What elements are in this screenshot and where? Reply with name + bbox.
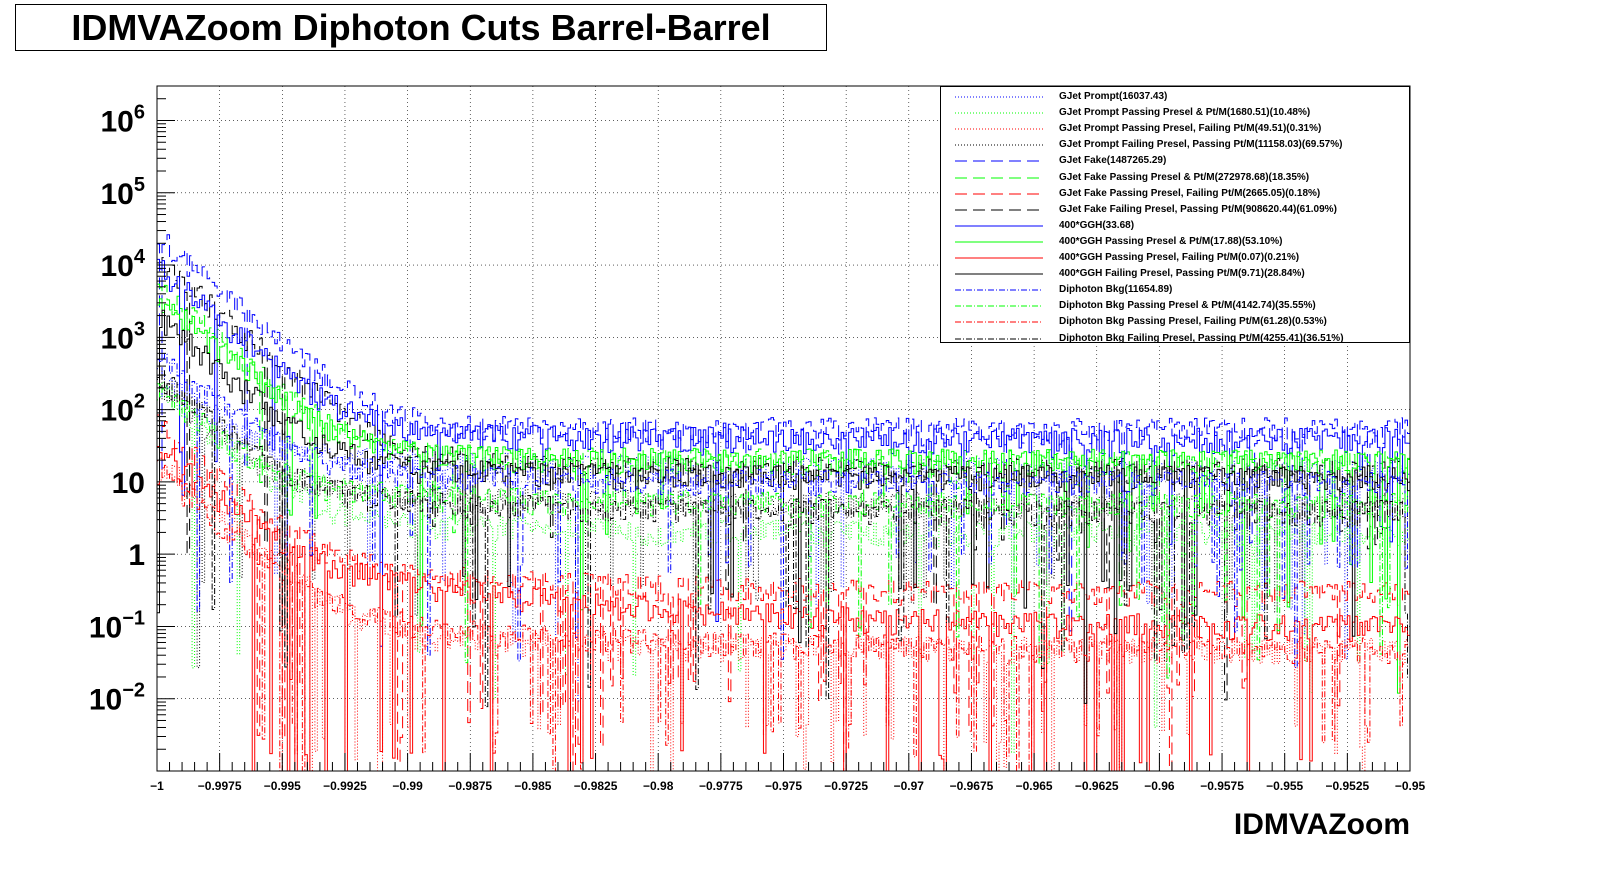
legend-entry: GJet Prompt Passing Presel, Failing Pt/M… [941, 122, 1409, 138]
series-histogram-2 [157, 457, 1410, 772]
legend-label: GJet Fake Passing Presel, Failing Pt/M(2… [1059, 187, 1321, 199]
x-tick-label: −0.965 [1016, 779, 1053, 793]
legend-label: 400*GGH(33.68) [1059, 219, 1135, 231]
x-tick-label: −0.9775 [699, 779, 743, 793]
y-tick-label: 102 [101, 391, 146, 428]
legend-line-sample [955, 112, 1043, 114]
y-tick-label: 105 [101, 174, 146, 211]
legend-label: Diphoton Bkg Passing Presel & Pt/M(4142.… [1059, 300, 1316, 312]
x-tick-label: −0.9575 [1200, 779, 1244, 793]
x-tick-label: −0.9525 [1325, 779, 1369, 793]
legend-line-sample [955, 289, 1043, 291]
legend-label: GJet Fake(1487265.29) [1059, 155, 1167, 167]
legend-entry: 400*GGH Failing Presel, Passing Pt/M(9.7… [941, 267, 1409, 283]
legend-line-sample [955, 209, 1043, 211]
legend-label: 400*GGH Failing Presel, Passing Pt/M(9.7… [1059, 268, 1305, 280]
legend-line-sample [955, 128, 1043, 130]
y-axis-ticks: 10−2 10−1 1 10 102 103 104 105 106 [89, 85, 175, 750]
legend-entry: GJet Fake Failing Presel, Passing Pt/M(9… [941, 203, 1409, 219]
x-axis-title: IDMVAZoom [1233, 808, 1410, 841]
legend-label: GJet Fake Failing Presel, Passing Pt/M(9… [1059, 203, 1337, 215]
x-tick-label: −0.995 [264, 779, 301, 793]
legend-entry: GJet Prompt(16037.43) [941, 90, 1409, 106]
legend-line-sample [955, 96, 1043, 98]
legend-label: Diphoton Bkg Passing Presel, Failing Pt/… [1059, 316, 1327, 328]
legend-line-sample [955, 177, 1043, 178]
x-tick-label: −0.98 [643, 779, 674, 793]
legend-line-sample [955, 321, 1043, 323]
y-tick-label: 106 [101, 101, 146, 138]
legend-label: Diphoton Bkg Failing Presel, Passing Pt/… [1059, 332, 1344, 344]
legend-label: 400*GGH Passing Presel & Pt/M(17.88)(53.… [1059, 235, 1283, 247]
x-tick-label: −0.9725 [824, 779, 868, 793]
legend-entry: Diphoton Bkg(11654.89) [941, 283, 1409, 299]
x-tick-label: −0.95 [1395, 779, 1426, 793]
chart-title-box: IDMVAZoom Diphoton Cuts Barrel-Barrel [15, 4, 827, 51]
histogram-series [157, 234, 1410, 772]
legend-label: GJet Prompt Failing Presel, Passing Pt/M… [1059, 139, 1343, 151]
legend-entry: 400*GGH Passing Presel & Pt/M(17.88)(53.… [941, 235, 1409, 251]
legend-entry: 400*GGH(33.68) [941, 219, 1409, 235]
y-tick-label: 104 [101, 246, 146, 283]
series-histogram-11 [157, 309, 1410, 704]
legend-label: GJet Prompt(16037.43) [1059, 91, 1168, 102]
series-histogram-15 [157, 370, 1410, 708]
legend-line-sample [955, 144, 1043, 146]
x-tick-label: −0.97 [894, 779, 925, 793]
x-tick-label: −0.96 [1144, 779, 1175, 793]
legend-line-sample [955, 257, 1043, 259]
x-tick-label: −0.9675 [950, 779, 994, 793]
series-histogram-4 [157, 234, 1410, 632]
x-tick-label: −0.9625 [1075, 779, 1119, 793]
x-tick-label: −0.9825 [574, 779, 618, 793]
y-tick-label: 10−2 [89, 680, 145, 717]
legend-label: GJet Prompt Passing Presel, Failing Pt/M… [1059, 123, 1322, 135]
series-histogram-8 [157, 258, 1410, 647]
y-tick-label: 103 [101, 318, 146, 355]
series-histogram-5 [157, 283, 1410, 606]
legend-entry: Diphoton Bkg Failing Presel, Passing Pt/… [941, 332, 1409, 348]
legend-line-sample [955, 160, 1043, 162]
x-tick-label: −0.9925 [323, 779, 367, 793]
chart-title: IDMVAZoom Diphoton Cuts Barrel-Barrel [71, 6, 771, 48]
legend: GJet Prompt(16037.43) GJet Prompt Passing… [940, 86, 1410, 344]
x-tick-label: −0.9875 [448, 779, 492, 793]
legend-entry: GJet Prompt Passing Presel & Pt/M(1680.5… [941, 106, 1409, 122]
x-tick-label: −0.99 [392, 779, 423, 793]
legend-entry: Diphoton Bkg Passing Presel, Failing Pt/… [941, 315, 1409, 331]
legend-label: GJet Prompt Passing Presel & Pt/M(1680.5… [1059, 107, 1311, 119]
y-tick-label: 10−1 [89, 607, 145, 644]
legend-line-sample [955, 305, 1043, 307]
legend-line-sample [955, 193, 1043, 195]
legend-line-sample [955, 273, 1043, 275]
legend-line-sample [955, 241, 1043, 243]
y-tick-label: 1 [128, 539, 145, 572]
legend-line-sample [955, 225, 1043, 227]
legend-entry: GJet Fake Passing Presel, Failing Pt/M(2… [941, 187, 1409, 203]
x-tick-label: −0.985 [514, 779, 551, 793]
x-tick-label: −0.9975 [198, 779, 242, 793]
x-tick-label: −0.975 [765, 779, 802, 793]
legend-entry: Diphoton Bkg Passing Presel & Pt/M(4142.… [941, 299, 1409, 315]
x-tick-label: −0.955 [1266, 779, 1303, 793]
y-tick-label: 10 [112, 467, 145, 500]
series-histogram-14 [157, 464, 1410, 772]
series-histogram-1 [157, 381, 1410, 753]
x-tick-label: −1 [150, 779, 164, 793]
legend-label: GJet Fake Passing Presel & Pt/M(272978.6… [1059, 171, 1310, 183]
legend-entry: 400*GGH Passing Presel, Failing Pt/M(0.0… [941, 251, 1409, 267]
legend-entry: GJet Fake Passing Presel & Pt/M(272978.6… [941, 171, 1409, 187]
legend-entry: GJet Fake(1487265.29) [941, 154, 1409, 170]
x-axis-ticks: −1 −0.9975 −0.995 −0.9925 −0.99 −0.9875 −0.985… [150, 753, 1426, 793]
legend-entry: GJet Prompt Failing Presel, Passing Pt/M… [941, 138, 1409, 154]
series-histogram-0 [157, 368, 1410, 702]
series-histogram-13 [157, 383, 1410, 679]
legend-label: 400*GGH Passing Presel, Failing Pt/M(0.0… [1059, 252, 1300, 263]
series-histogram-9 [157, 298, 1410, 694]
legend-label: Diphoton Bkg(11654.89) [1059, 284, 1173, 296]
legend-line-sample [955, 338, 1043, 339]
